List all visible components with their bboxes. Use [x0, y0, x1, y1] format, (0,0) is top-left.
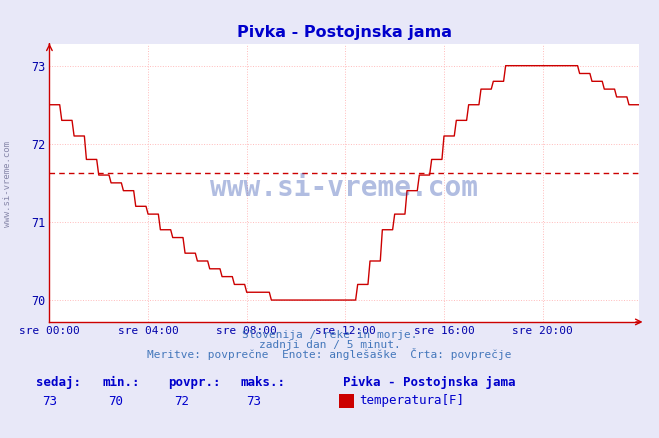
Text: www.si-vreme.com: www.si-vreme.com: [210, 174, 478, 202]
Text: 73: 73: [42, 395, 57, 408]
Text: Meritve: povprečne  Enote: anglešaške  Črta: povprečje: Meritve: povprečne Enote: anglešaške Črt…: [147, 348, 512, 360]
Text: maks.:: maks.:: [241, 376, 285, 389]
Text: temperatura[F]: temperatura[F]: [359, 394, 464, 407]
Text: 73: 73: [246, 395, 261, 408]
Text: povpr.:: povpr.:: [168, 376, 221, 389]
Text: min.:: min.:: [102, 376, 140, 389]
Text: 70: 70: [108, 395, 123, 408]
Text: www.si-vreme.com: www.si-vreme.com: [3, 141, 13, 227]
Text: Pivka - Postojnska jama: Pivka - Postojnska jama: [343, 376, 515, 389]
Text: sedaj:: sedaj:: [36, 376, 81, 389]
Text: zadnji dan / 5 minut.: zadnji dan / 5 minut.: [258, 340, 401, 350]
Text: 72: 72: [174, 395, 188, 408]
Text: Slovenija / reke in morje.: Slovenija / reke in morje.: [242, 330, 417, 340]
Title: Pivka - Postojnska jama: Pivka - Postojnska jama: [237, 25, 452, 40]
